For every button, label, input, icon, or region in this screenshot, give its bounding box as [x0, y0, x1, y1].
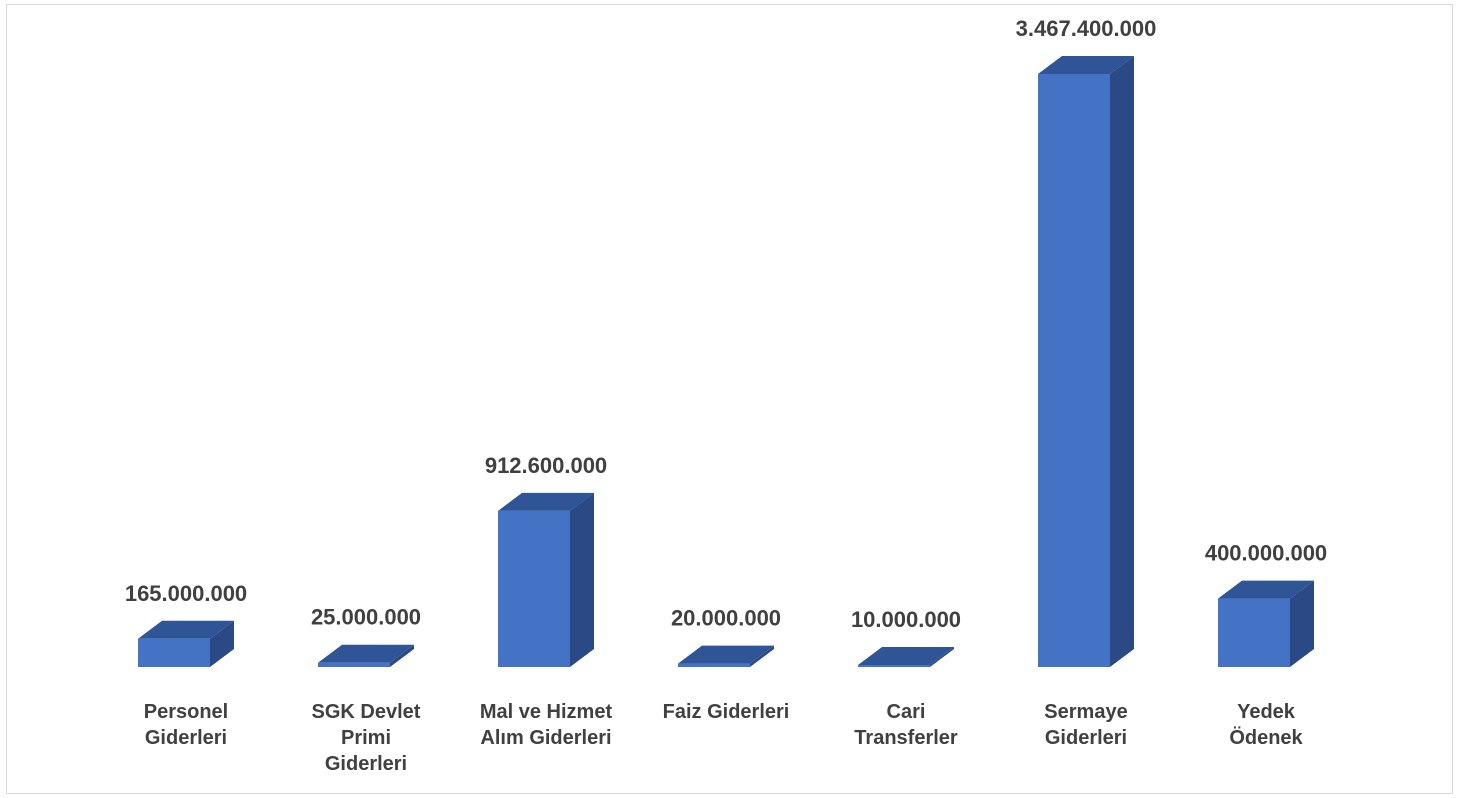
- bar-side-face: [750, 645, 774, 667]
- bar-group: [678, 645, 774, 667]
- bar: [318, 662, 390, 667]
- bar-top-face: [498, 492, 594, 511]
- data-label: 3.467.400.000: [1016, 16, 1157, 41]
- bar-group: [318, 644, 414, 667]
- bar-side-face: [390, 644, 414, 667]
- category-label: Cari Transferler: [854, 701, 958, 749]
- bar-group: [1038, 56, 1134, 667]
- bar: [1218, 598, 1290, 667]
- bar-side-face: [930, 647, 954, 667]
- category-label: Sermaye Giderleri: [1044, 701, 1127, 749]
- data-label: 10.000.000: [851, 607, 961, 632]
- bar: [138, 638, 210, 667]
- bar-side-face: [570, 492, 594, 667]
- bar-top-face: [1218, 580, 1314, 599]
- category-label: Mal ve Hizmet Alım Giderleri: [480, 701, 613, 749]
- bar-top-face: [678, 645, 774, 664]
- category-label: Yedek Ödenek: [1229, 701, 1303, 749]
- category-label: SGK Devlet Primi Giderleri: [312, 701, 421, 775]
- bar: [1038, 74, 1110, 667]
- bar-group: [858, 647, 954, 667]
- bar-side-face: [1290, 580, 1314, 667]
- bar-top-face: [858, 647, 954, 665]
- bar-group: [498, 492, 594, 667]
- bar: [858, 665, 930, 667]
- data-label: 20.000.000: [671, 606, 781, 631]
- bar-group: [138, 620, 234, 667]
- data-label: 165.000.000: [125, 581, 247, 606]
- bar-group: [1218, 580, 1314, 667]
- category-label: Personel Giderleri: [144, 701, 228, 749]
- bar-top-face: [138, 620, 234, 639]
- category-label: Faiz Giderleri: [663, 701, 790, 723]
- data-label: 400.000.000: [1205, 541, 1327, 566]
- bar: [498, 510, 570, 667]
- data-label: 912.600.000: [485, 453, 607, 478]
- data-label: 25.000.000: [311, 605, 421, 630]
- bar-side-face: [210, 620, 234, 667]
- bar-side-face: [1110, 56, 1134, 667]
- bar-top-face: [1038, 56, 1134, 74]
- bar-top-face: [318, 644, 414, 663]
- bar: [678, 663, 750, 667]
